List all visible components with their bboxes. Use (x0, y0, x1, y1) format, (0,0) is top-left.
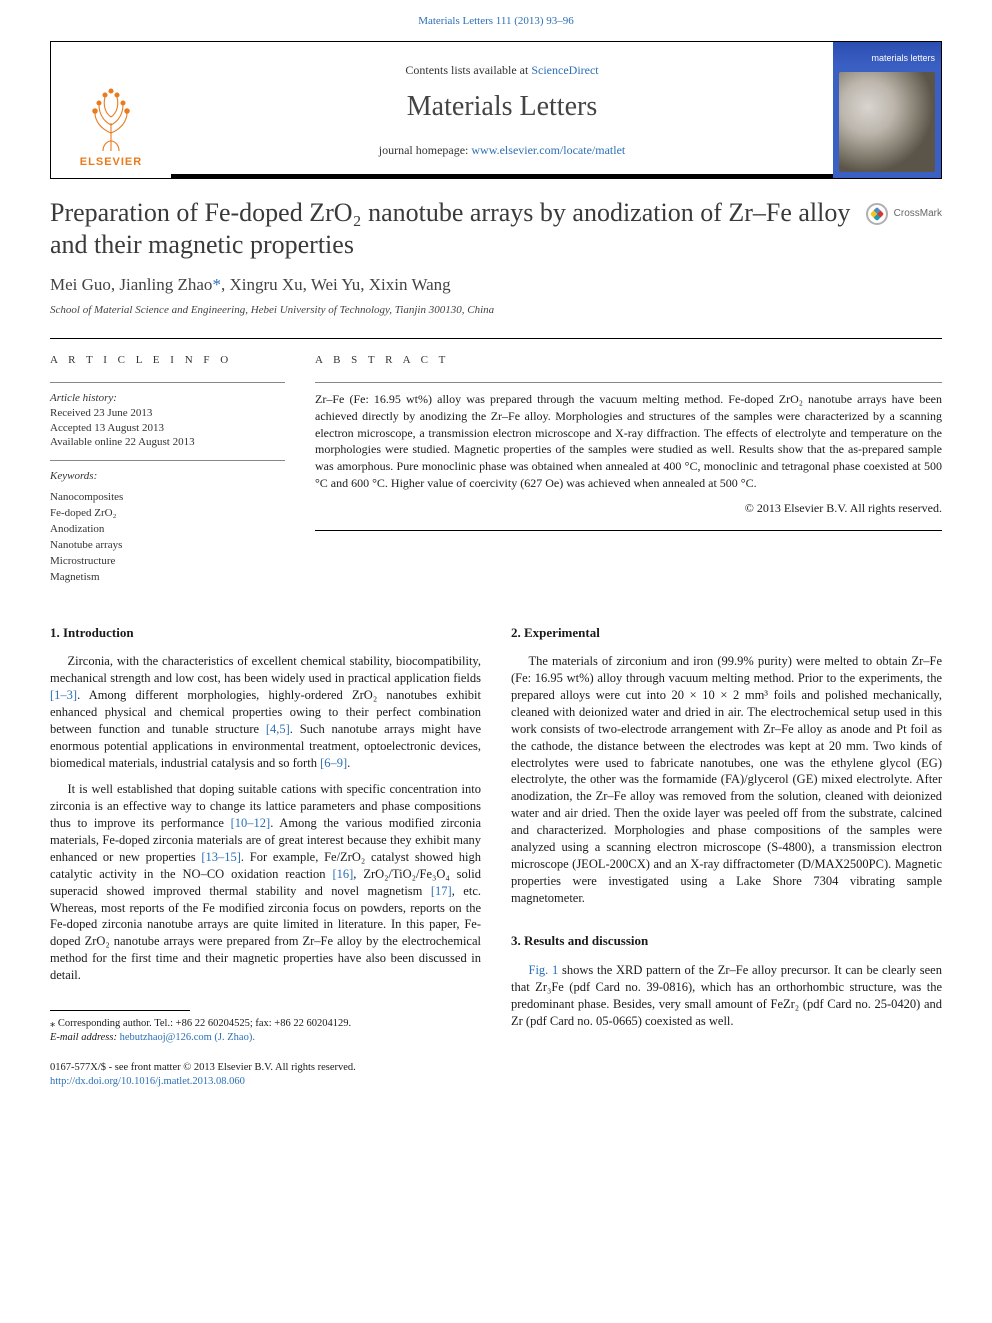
text: shows the XRD pattern of the Zr–Fe alloy… (511, 963, 942, 1028)
footnote-divider (50, 1010, 190, 1011)
right-column: 2. Experimental The materials of zirconi… (511, 624, 942, 1090)
affiliation: School of Material Science and Engineeri… (50, 303, 942, 318)
divider (50, 460, 285, 461)
doi-link[interactable]: http://dx.doi.org/10.1016/j.matlet.2013.… (50, 1076, 245, 1087)
authors: Mei Guo, Jianling Zhao*, Xingru Xu, Wei … (50, 274, 942, 297)
keyword: Nanotube arrays (50, 538, 285, 554)
crossmark-badge[interactable]: CrossMark (866, 203, 942, 225)
reference-link[interactable]: [17] (431, 884, 452, 898)
copyright-footer: 0167-577X/$ - see front matter © 2013 El… (50, 1061, 481, 1089)
email-link[interactable]: hebutzhaoj@126.com (J. Zhao). (120, 1032, 255, 1043)
cover-image (839, 72, 935, 172)
history-label: Article history: (50, 391, 285, 406)
paper-title: Preparation of Fe-doped ZrO₂ nanotube ar… (50, 197, 852, 260)
figure-link[interactable]: Fig. 1 (529, 963, 559, 977)
journal-banner: ELSEVIER Contents lists available at Sci… (50, 41, 942, 179)
keywords-label: Keywords: (50, 469, 285, 484)
reference-link[interactable]: [16] (332, 867, 353, 881)
banner-divider (171, 174, 833, 178)
section-heading: 2. Experimental (511, 624, 942, 642)
abstract: A B S T R A C T Zr–Fe (Fe: 16.95 wt%) al… (315, 339, 942, 586)
history-received: Received 23 June 2013 (50, 406, 285, 421)
reference-link[interactable]: [13–15] (201, 850, 241, 864)
paragraph: Zirconia, with the characteristics of ex… (50, 653, 481, 771)
email-label: E-mail address: (50, 1032, 120, 1043)
body: 1. Introduction Zirconia, with the chara… (50, 624, 942, 1090)
author: Jianling Zhao (119, 275, 212, 294)
article-info: A R T I C L E I N F O Article history: R… (50, 339, 285, 586)
reference-link[interactable]: [6–9] (320, 756, 347, 770)
history-online: Available online 22 August 2013 (50, 435, 285, 450)
keyword: Anodization (50, 522, 285, 538)
divider (50, 382, 285, 383)
journal-cover: materials letters (833, 42, 941, 178)
homepage-line: journal homepage: www.elsevier.com/locat… (379, 142, 625, 158)
paragraph: It is well established that doping suita… (50, 781, 481, 984)
homepage-prefix: journal homepage: (379, 143, 472, 157)
journal-name: Materials Letters (407, 88, 597, 126)
article-info-heading: A R T I C L E I N F O (50, 353, 285, 368)
crossmark-label: CrossMark (894, 207, 942, 221)
text: Zirconia, with the characteristics of ex… (50, 654, 481, 685)
abstract-heading: A B S T R A C T (315, 353, 942, 368)
text: , etc. Whereas, most reports of the Fe m… (50, 884, 481, 982)
corresponding-footnote: ⁎ Corresponding author. Tel.: +86 22 602… (50, 1017, 481, 1045)
reference-link[interactable]: [10–12] (231, 816, 271, 830)
text: . (347, 756, 350, 770)
contents-prefix: Contents lists available at (405, 63, 531, 77)
journal-issue-link[interactable]: Materials Letters 111 (2013) 93–96 (50, 0, 942, 35)
keyword: Microstructure (50, 554, 285, 570)
publisher-block: ELSEVIER (51, 42, 171, 178)
left-column: 1. Introduction Zirconia, with the chara… (50, 624, 481, 1090)
keyword: Nanocomposites (50, 490, 285, 506)
abstract-text: Zr–Fe (Fe: 16.95 wt%) alloy was prepared… (315, 391, 942, 492)
reference-link[interactable]: [4,5] (266, 722, 290, 736)
elsevier-tree-icon (81, 81, 141, 153)
section-heading: 3. Results and discussion (511, 932, 942, 950)
cover-title: materials letters (871, 52, 935, 64)
history-accepted: Accepted 13 August 2013 (50, 421, 285, 436)
abstract-copyright: © 2013 Elsevier B.V. All rights reserved… (315, 500, 942, 516)
keyword: Magnetism (50, 570, 285, 586)
paragraph: The materials of zirconium and iron (99.… (511, 653, 942, 906)
elsevier-label: ELSEVIER (80, 155, 142, 170)
paragraph: Fig. 1 shows the XRD pattern of the Zr–F… (511, 962, 942, 1030)
divider (315, 382, 942, 383)
crossmark-icon (866, 203, 888, 225)
sciencedirect-link[interactable]: ScienceDirect (531, 63, 598, 77)
banner-center: Contents lists available at ScienceDirec… (171, 42, 833, 178)
section-heading: 1. Introduction (50, 624, 481, 642)
divider (315, 530, 942, 531)
keyword: Fe-doped ZrO₂ (50, 506, 285, 522)
corresponding-contact: ⁎ Corresponding author. Tel.: +86 22 602… (50, 1017, 481, 1031)
contents-line: Contents lists available at ScienceDirec… (405, 62, 598, 78)
corresponding-marker: * (212, 275, 221, 294)
author: Mei Guo, (50, 275, 119, 294)
copyright-line: 0167-577X/$ - see front matter © 2013 El… (50, 1061, 481, 1075)
reference-link[interactable]: [1–3] (50, 688, 77, 702)
homepage-link[interactable]: www.elsevier.com/locate/matlet (471, 143, 625, 157)
author: , Xingru Xu, Wei Yu, Xixin Wang (221, 275, 451, 294)
